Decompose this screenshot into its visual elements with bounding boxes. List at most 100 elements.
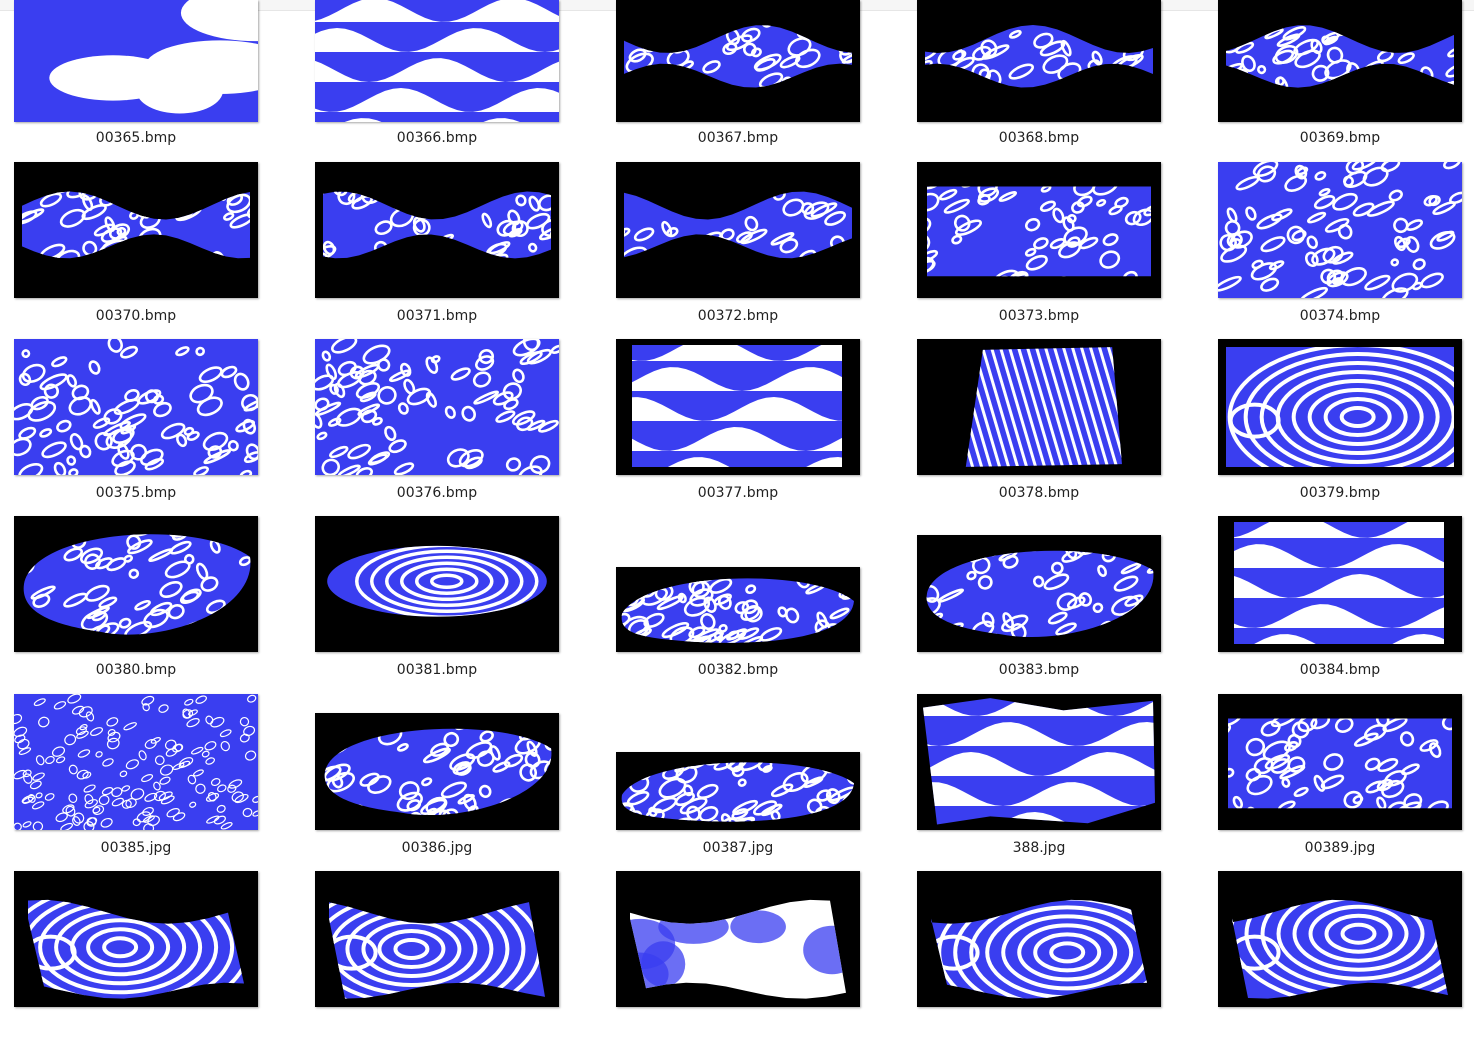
file-name-label: 00367.bmp: [616, 130, 860, 147]
file-item[interactable]: 00387.jpg: [616, 694, 860, 871]
ribbon-pattern-thumbnail[interactable]: [14, 162, 258, 298]
file-item[interactable]: 00389.jpg: [1218, 694, 1462, 871]
stripe-pattern-thumbnail[interactable]: [917, 339, 1161, 475]
thumbnail-image: [14, 871, 258, 1007]
thumbnail-image: [917, 0, 1161, 122]
file-name-label: 00385.jpg: [14, 840, 258, 857]
file-name-label: 00368.bmp: [917, 130, 1161, 147]
thumbnail-image: [14, 162, 258, 298]
lens-pattern-thumbnail[interactable]: [917, 535, 1161, 652]
file-item[interactable]: 00380.bmp: [14, 516, 258, 693]
file-item[interactable]: 00385.jpg: [14, 694, 258, 871]
thumbnail-image: [1218, 0, 1462, 122]
file-item[interactable]: 00381.bmp: [315, 516, 559, 693]
thumbnail-image: [315, 162, 559, 298]
file-item[interactable]: 00376.bmp: [315, 339, 559, 516]
file-name-label: 00372.bmp: [616, 308, 860, 325]
thumbnail-image: [315, 339, 559, 475]
file-name-label: 00381.bmp: [315, 662, 559, 679]
file-name-label: 00387.jpg: [616, 840, 860, 857]
file-item[interactable]: [917, 871, 1161, 1048]
file-item[interactable]: 00373.bmp: [917, 162, 1161, 339]
file-name-label: 00371.bmp: [315, 308, 559, 325]
file-item[interactable]: 00370.bmp: [14, 162, 258, 339]
thumbnail-image: [616, 567, 860, 652]
file-name-label: 00386.jpg: [315, 840, 559, 857]
file-name-label: 00366.bmp: [315, 130, 559, 147]
file-name-label: 00365.bmp: [14, 130, 258, 147]
file-name-label: 00389.jpg: [1218, 840, 1462, 857]
band-pattern-thumbnail[interactable]: [917, 162, 1161, 298]
thumbnail-image: [315, 713, 559, 830]
wave-pattern-thumbnail[interactable]: [315, 0, 559, 122]
ring-pattern-thumbnail[interactable]: [315, 516, 559, 652]
thumbnail-image: [1218, 694, 1462, 830]
diagonal-pattern-thumbnail[interactable]: [14, 339, 258, 475]
thumbnail-image: [917, 339, 1161, 475]
thumbnail-image: [1218, 871, 1462, 1007]
blob-pattern-thumbnail[interactable]: [616, 339, 860, 475]
contour-pattern-thumbnail[interactable]: [917, 871, 1161, 1007]
file-name-label: 00382.bmp: [616, 662, 860, 679]
diagonal-pattern-thumbnail[interactable]: [315, 339, 559, 475]
file-item[interactable]: [616, 871, 860, 1048]
thumbnail-image: [315, 516, 559, 652]
file-item[interactable]: 388.jpg: [917, 694, 1161, 871]
contour-pattern-thumbnail[interactable]: [1218, 339, 1462, 475]
file-item[interactable]: 00375.bmp: [14, 339, 258, 516]
file-item[interactable]: [14, 871, 258, 1048]
file-item[interactable]: 00367.bmp: [616, 0, 860, 163]
ribbon-pattern-thumbnail[interactable]: [616, 162, 860, 298]
ribbon-pattern-thumbnail[interactable]: [616, 0, 860, 122]
lens-pattern-thumbnail[interactable]: [616, 752, 860, 830]
file-item[interactable]: 00383.bmp: [917, 516, 1161, 693]
stripe-pattern-thumbnail[interactable]: [1218, 694, 1462, 830]
thumbnail-image: [616, 162, 860, 298]
file-item[interactable]: 00366.bmp: [315, 0, 559, 163]
thumbnail-image: [1218, 516, 1462, 652]
file-name-label: 00370.bmp: [14, 308, 258, 325]
thumbnail-image: [14, 339, 258, 475]
file-item[interactable]: 00368.bmp: [917, 0, 1161, 163]
file-item[interactable]: 00369.bmp: [1218, 0, 1462, 163]
diagonal-pattern-thumbnail[interactable]: [1218, 162, 1462, 298]
thumbnail-image: [616, 0, 860, 122]
file-item[interactable]: 00379.bmp: [1218, 339, 1462, 516]
file-item[interactable]: 00386.jpg: [315, 694, 559, 871]
file-item[interactable]: 00371.bmp: [315, 162, 559, 339]
file-name-label: 00375.bmp: [14, 485, 258, 502]
file-thumbnail-grid: 00365.bmp 00366.bmp 00367.bmp 00368.bmp 0036…: [0, 0, 1474, 1022]
file-item[interactable]: [1218, 871, 1462, 1048]
gradient-blob-thumbnail[interactable]: [616, 871, 860, 1007]
file-item[interactable]: 00382.bmp: [616, 516, 860, 693]
blob-pattern-thumbnail[interactable]: [1218, 516, 1462, 652]
lens-pattern-thumbnail[interactable]: [14, 516, 258, 652]
file-item[interactable]: [315, 871, 559, 1048]
file-name-label: 00380.bmp: [14, 662, 258, 679]
contour-pattern-thumbnail[interactable]: [1218, 871, 1462, 1007]
wave-pattern-thumbnail[interactable]: [917, 694, 1161, 830]
lens-pattern-thumbnail[interactable]: [315, 713, 559, 830]
file-item[interactable]: 00365.bmp: [14, 0, 258, 163]
thumbnail-image: [616, 871, 860, 1007]
dots-pattern-thumbnail[interactable]: [14, 694, 258, 830]
lens-pattern-thumbnail[interactable]: [616, 567, 860, 652]
thumbnail-image: [315, 0, 559, 122]
file-name-label: 00384.bmp: [1218, 662, 1462, 679]
file-item[interactable]: 00372.bmp: [616, 162, 860, 339]
thumbnail-image: [1218, 162, 1462, 298]
contour-pattern-thumbnail[interactable]: [315, 871, 559, 1007]
thumbnail-image: [14, 694, 258, 830]
ribbon-pattern-thumbnail[interactable]: [917, 0, 1161, 122]
ribbon-pattern-thumbnail[interactable]: [315, 162, 559, 298]
contour-pattern-thumbnail[interactable]: [14, 871, 258, 1007]
file-item[interactable]: 00384.bmp: [1218, 516, 1462, 693]
file-name-label: 00373.bmp: [917, 308, 1161, 325]
file-item[interactable]: 00378.bmp: [917, 339, 1161, 516]
file-item[interactable]: 00377.bmp: [616, 339, 860, 516]
ribbon-pattern-thumbnail[interactable]: [1218, 0, 1462, 122]
blob-pattern-thumbnail[interactable]: [14, 0, 258, 122]
file-name-label: 00379.bmp: [1218, 485, 1462, 502]
file-name-label: 00376.bmp: [315, 485, 559, 502]
file-item[interactable]: 00374.bmp: [1218, 162, 1462, 339]
